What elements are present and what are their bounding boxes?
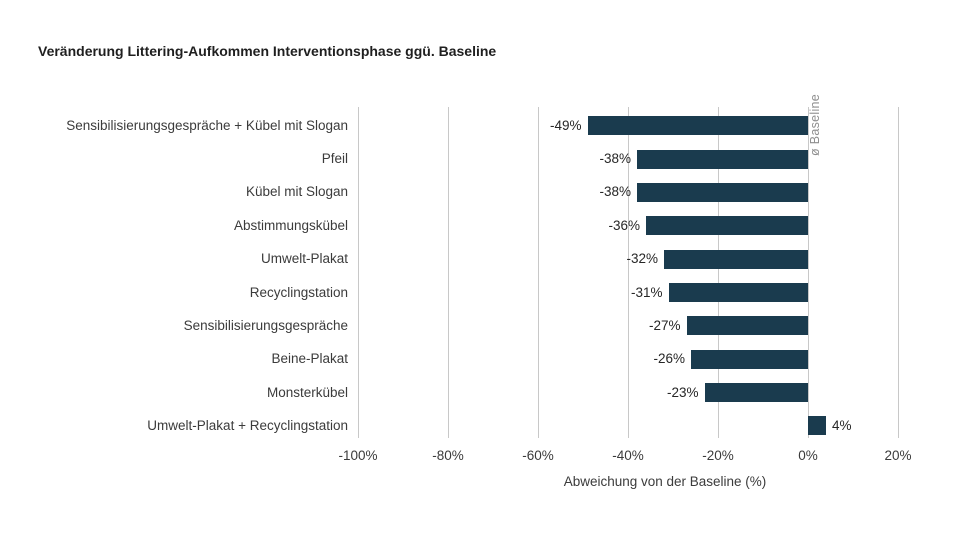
bar-value-label: -38% [599, 184, 631, 200]
plot-area: -49% -38% -38% -36% -32% -31% -27% -26% -23% 4% [357, 107, 899, 438]
gridline [357, 107, 359, 438]
bar-value-label: -49% [549, 117, 582, 133]
bar [587, 116, 808, 136]
bar-value-label: -31% [630, 284, 663, 300]
bar-value-label: -38% [599, 151, 631, 167]
category-label: Sensibilisierungsgespräche + Kübel mit S… [66, 117, 348, 133]
bar-value-label: -26% [653, 351, 685, 367]
bar-value-label: -23% [666, 384, 699, 400]
category-label: Pfeil [321, 151, 348, 167]
gridline [897, 107, 899, 438]
baseline-annotation: ø Baseline [808, 93, 822, 156]
category-label: Umwelt-Plakat [260, 251, 348, 267]
x-tick-label: 20% [884, 448, 912, 463]
bar [637, 182, 808, 202]
bar [704, 383, 808, 403]
bar [808, 416, 826, 436]
bar [646, 216, 808, 236]
chart-title: Veränderung Littering-Aufkommen Interven… [38, 43, 497, 59]
category-label: Recyclingstation [249, 284, 348, 300]
category-label: Abstimmungskübel [233, 217, 348, 233]
x-tick-label: 0% [798, 448, 818, 463]
category-label: Beine-Plakat [271, 351, 348, 367]
bar-value-label: 4% [832, 417, 852, 433]
category-label: Sensibilisierungsgespräche [183, 317, 348, 333]
x-tick-label: -80% [432, 448, 464, 463]
bar-value-label: -27% [648, 317, 681, 333]
category-label: Monsterkübel [266, 384, 348, 400]
bar-value-label: -32% [626, 251, 658, 267]
bar [686, 316, 808, 336]
x-tick-label: -20% [702, 448, 734, 463]
bar [637, 149, 808, 169]
bar [664, 249, 808, 269]
x-tick-label: -40% [612, 448, 644, 463]
x-tick-label: -60% [522, 448, 554, 463]
gridline [537, 107, 539, 438]
gridline [447, 107, 449, 438]
x-axis-title: Abweichung von der Baseline (%) [563, 474, 767, 489]
gridline [717, 107, 719, 438]
bar-value-label: -36% [608, 217, 640, 233]
bar [668, 283, 808, 302]
gridline [627, 107, 629, 438]
category-label: Kübel mit Slogan [245, 184, 348, 200]
bar [691, 349, 808, 369]
x-tick-label: -100% [338, 448, 378, 463]
category-label: Umwelt-Plakat + Recyclingstation [147, 417, 348, 433]
gridline [807, 107, 809, 438]
